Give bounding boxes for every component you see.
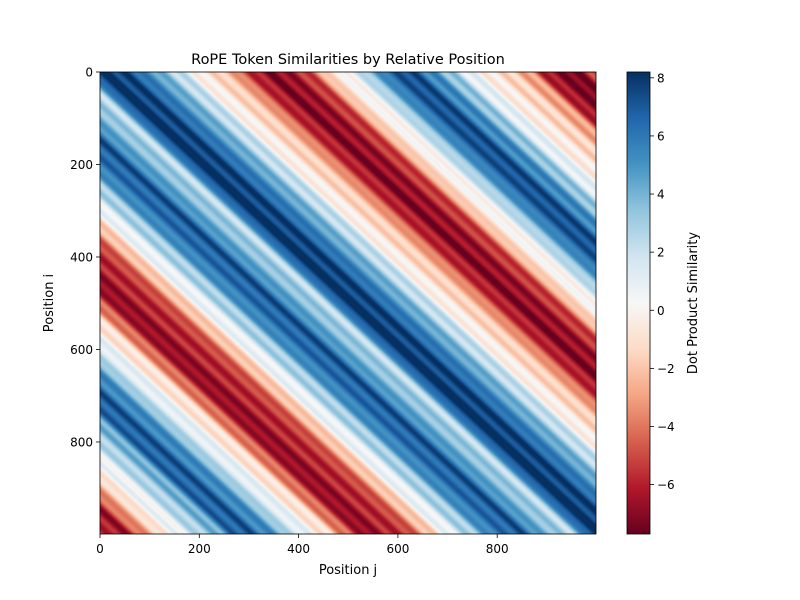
colorbar-ticks: −6 −4 −2 0 2 4 6 8 — [650, 71, 675, 492]
colorbar-tick-label: 0 — [657, 304, 665, 318]
colorbar-tick-label: 2 — [657, 246, 665, 260]
x-tick-label: 400 — [287, 542, 310, 556]
heatmap-plot-area — [100, 72, 596, 534]
x-tick-label: 800 — [486, 542, 509, 556]
colorbar-tick-label: −2 — [657, 362, 675, 376]
y-tick-label: 400 — [70, 250, 93, 264]
y-axis-label: Position i — [42, 274, 57, 332]
colorbar-tick-label: −4 — [657, 420, 675, 434]
y-axis: 0 200 400 600 800 — [70, 66, 100, 449]
colorbar-frame — [626, 71, 651, 535]
y-tick-label: 800 — [70, 435, 93, 449]
y-tick-label: 0 — [85, 66, 93, 80]
y-tick-label: 600 — [70, 343, 93, 357]
colorbar-gradient — [627, 72, 650, 534]
colorbar-label: Dot Product Similarity — [686, 232, 701, 374]
y-tick-label: 200 — [70, 158, 93, 172]
colorbar-tick-label: 4 — [657, 188, 665, 202]
x-axis-label: Position j — [319, 563, 377, 578]
heatmap-cells — [100, 72, 596, 534]
x-tick-label: 600 — [386, 542, 409, 556]
colorbar-tick-label: −6 — [657, 478, 675, 492]
plot-frame — [99, 71, 597, 535]
colorbar-tick-label: 6 — [657, 129, 665, 143]
x-tick-label: 0 — [96, 542, 104, 556]
x-axis: 0 200 400 600 800 — [96, 534, 509, 556]
x-tick-label: 200 — [188, 542, 211, 556]
colorbar: −6 −4 −2 0 2 4 6 8 Dot Product Similarity — [626, 71, 701, 535]
colorbar-tick-label: 8 — [657, 71, 665, 85]
chart-title: RoPE Token Similarities by Relative Posi… — [191, 52, 505, 68]
